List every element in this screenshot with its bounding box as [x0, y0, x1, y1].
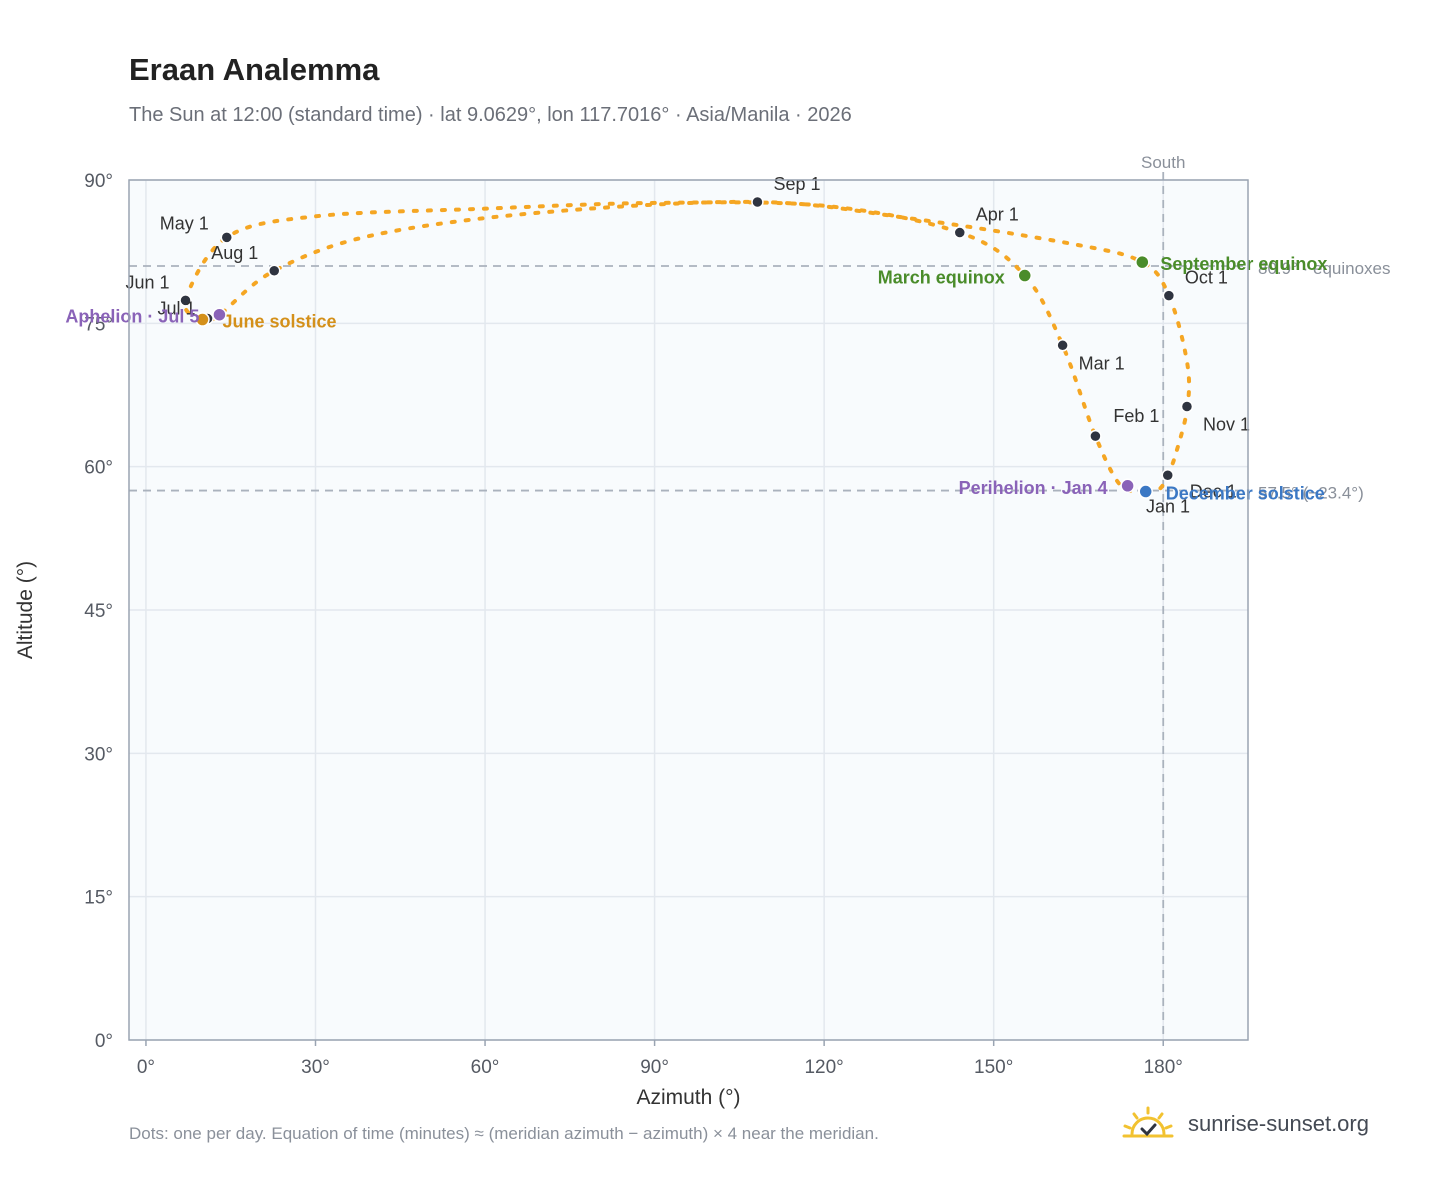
event-marker: [1135, 254, 1150, 270]
event-label: March equinox: [878, 268, 1005, 288]
month-label: Jan 1: [1146, 497, 1190, 517]
event-label: June solstice: [222, 312, 336, 332]
month-label: Feb 1: [1113, 406, 1159, 426]
month-marker: [1056, 339, 1069, 352]
event-marker: [1138, 484, 1153, 499]
month-marker: [1161, 469, 1174, 482]
x-tick-label: 180°: [1144, 1057, 1183, 1078]
month-label: May 1: [160, 213, 209, 233]
x-tick-label: 30°: [301, 1057, 330, 1078]
month-marker: [1089, 429, 1102, 443]
x-tick-label: 120°: [804, 1057, 843, 1078]
y-tick-label: 75°: [84, 314, 113, 335]
brand[interactable]: sunrise-sunset.org: [1120, 1100, 1369, 1148]
x-tick-label: 60°: [471, 1057, 500, 1078]
month-label: Sep 1: [773, 174, 820, 194]
x-axis-title: Azimuth (°): [636, 1086, 740, 1109]
month-label: Nov 1: [1203, 414, 1250, 434]
x-tick-label: 0°: [137, 1057, 155, 1078]
month-label: Jul 1: [158, 299, 196, 319]
altitude-reference-label: 80.9° · equinoxes: [1258, 259, 1391, 278]
event-label: Aphelion · Jul 5: [65, 307, 199, 327]
month-marker: [267, 264, 281, 278]
month-marker: [751, 195, 764, 209]
month-label: Apr 1: [976, 205, 1019, 225]
event-marker: [195, 312, 210, 327]
month-label: Oct 1: [1185, 268, 1228, 288]
y-tick-label: 30°: [84, 744, 113, 765]
y-tick-label: 90°: [84, 171, 113, 192]
chart-title: Eraan Analemma: [129, 52, 380, 87]
chart-footnote: Dots: one per day. Equation of time (min…: [129, 1124, 879, 1143]
plot-border: [128, 179, 1249, 1041]
month-label: Mar 1: [1079, 353, 1125, 373]
event-label: December solstice: [1166, 484, 1325, 504]
y-tick-label: 0°: [95, 1031, 113, 1052]
y-axis-title: Altitude (°): [14, 561, 37, 659]
month-marker: [179, 294, 192, 307]
x-tick-label: 90°: [640, 1057, 669, 1078]
month-label: Aug 1: [211, 243, 258, 263]
y-tick-label: 45°: [84, 601, 113, 622]
month-label: Dec 1: [1190, 481, 1237, 501]
event-marker: [1120, 478, 1135, 494]
event-label: September equinox: [1160, 254, 1327, 274]
meridian-label: South: [1141, 153, 1185, 172]
month-marker: [1162, 289, 1176, 302]
brand-text: sunrise-sunset.org: [1188, 1111, 1369, 1136]
month-marker: [1180, 400, 1194, 413]
event-marker: [212, 307, 227, 322]
event-label: Perihelion · Jan 4: [959, 478, 1108, 498]
y-tick-label: 15°: [84, 888, 113, 909]
sun-logo-icon: [1122, 1106, 1174, 1138]
month-marker: [953, 226, 967, 239]
x-tick-label: 150°: [974, 1057, 1013, 1078]
chart-subtitle: The Sun at 12:00 (standard time) · lat 9…: [129, 104, 852, 126]
altitude-reference-label: 57.5° (−23.4°): [1258, 484, 1364, 503]
month-label: Jun 1: [125, 272, 169, 292]
event-marker: [1017, 268, 1033, 283]
y-tick-label: 60°: [84, 458, 113, 479]
month-marker: [220, 231, 234, 244]
